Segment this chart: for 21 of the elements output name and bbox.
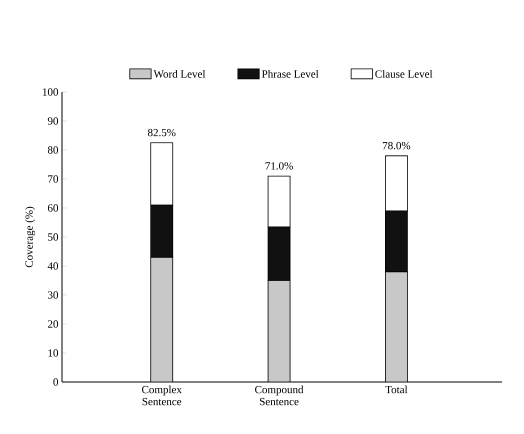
total-label: 82.5% (148, 128, 176, 136)
y-tick-label: 100 (42, 88, 58, 96)
y-tick-label: 20 (48, 320, 58, 328)
y-tick-label: 70 (48, 175, 58, 183)
y-tick-label: 40 (48, 262, 58, 270)
y-tick-label: 80 (48, 146, 58, 154)
y-tick-label: 10 (48, 349, 58, 357)
legend-label: Word Level (154, 70, 206, 78)
y-tick-label: 30 (48, 291, 58, 299)
y-tick-label: 50 (48, 233, 58, 241)
y-tick-label: 90 (48, 117, 58, 125)
x-tick-label: Compound Sentence (255, 386, 304, 406)
y-axis-title: Coverage (%) (25, 206, 36, 268)
total-label: 71.0% (266, 162, 293, 170)
legend-label: Clause Level (375, 70, 432, 78)
x-tick-label: Total (385, 386, 408, 394)
total-label: 78.0% (382, 142, 410, 150)
y-tick-label: 60 (48, 204, 58, 212)
x-tick-label: Complex Sentence (142, 386, 182, 406)
y-tick-label: 0 (53, 378, 58, 386)
legend-label: Phrase Level (262, 70, 319, 78)
